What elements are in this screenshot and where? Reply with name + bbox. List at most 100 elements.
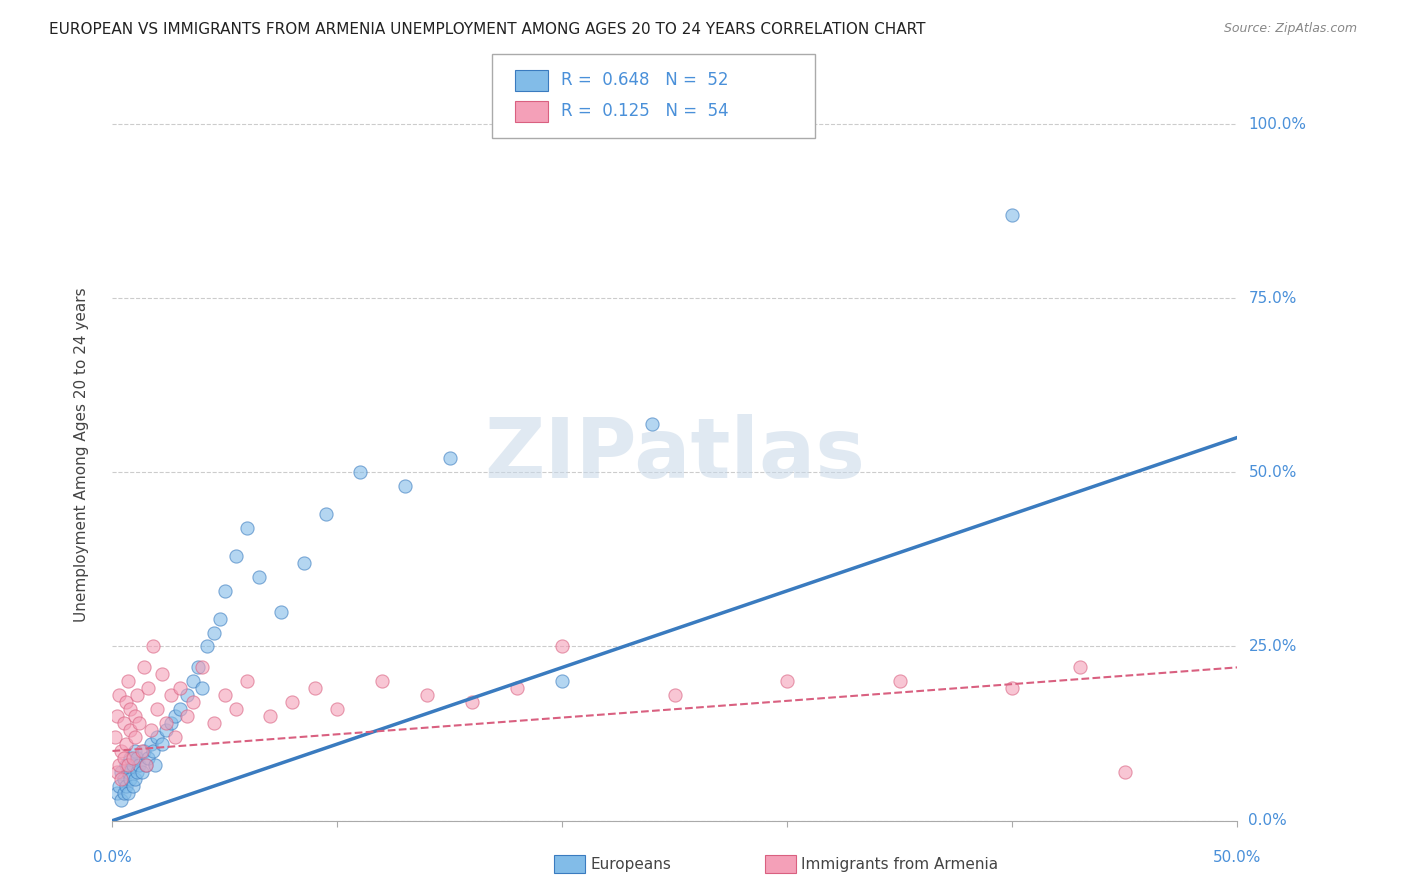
Point (304, 681, 326, 696)
Point (112, 751, 135, 765)
Text: Europeans: Europeans (591, 857, 672, 871)
Point (115, 758, 138, 772)
Y-axis label: Unemployment Among Ages 20 to 24 years: Unemployment Among Ages 20 to 24 years (75, 287, 89, 623)
Point (120, 751, 142, 765)
Point (146, 702, 169, 716)
Point (641, 417, 664, 431)
Point (169, 702, 191, 716)
Point (551, 674, 574, 689)
Text: 100.0%: 100.0% (1249, 117, 1306, 131)
Point (143, 758, 166, 772)
Point (150, 737, 173, 751)
Text: 0.0%: 0.0% (93, 850, 132, 865)
Text: Source: ZipAtlas.com: Source: ZipAtlas.com (1223, 22, 1357, 36)
Point (131, 764, 153, 779)
Point (416, 688, 439, 702)
Point (202, 716, 225, 731)
Point (551, 640, 574, 654)
Point (247, 570, 270, 584)
Point (150, 667, 173, 681)
Point (132, 660, 155, 674)
Point (1001, 208, 1024, 222)
Point (120, 723, 142, 737)
Point (135, 758, 157, 772)
Point (214, 583, 236, 598)
Point (110, 744, 132, 758)
Point (142, 744, 165, 758)
Point (664, 688, 686, 702)
Text: 50.0%: 50.0% (1249, 465, 1296, 480)
Point (128, 716, 150, 731)
Point (209, 612, 232, 626)
Text: R =  0.125   N =  54: R = 0.125 N = 54 (561, 103, 728, 120)
Point (202, 625, 225, 640)
Point (120, 702, 142, 716)
Point (127, 688, 149, 702)
Point (108, 758, 131, 772)
Point (117, 764, 139, 779)
Point (176, 709, 198, 723)
Point (165, 730, 187, 744)
Point (187, 660, 209, 674)
Text: 0.0%: 0.0% (1249, 814, 1286, 828)
Text: 25.0%: 25.0% (1249, 639, 1296, 654)
Point (127, 751, 149, 765)
Point (191, 681, 214, 696)
Point (394, 479, 416, 493)
Point (105, 786, 128, 800)
Point (112, 716, 135, 731)
Point (259, 709, 281, 723)
Point (108, 688, 131, 702)
Point (139, 723, 162, 737)
Point (142, 640, 165, 654)
Text: 75.0%: 75.0% (1249, 291, 1296, 306)
Point (124, 730, 146, 744)
Point (121, 758, 143, 772)
Point (104, 730, 127, 744)
Point (139, 737, 162, 751)
Point (1069, 660, 1091, 674)
Point (115, 695, 138, 709)
Point (115, 779, 138, 793)
Point (236, 674, 259, 689)
Point (105, 764, 128, 779)
Point (1114, 764, 1136, 779)
Point (146, 730, 169, 744)
Point (195, 640, 218, 654)
Point (117, 786, 139, 800)
Point (110, 793, 132, 807)
Point (349, 466, 371, 480)
Point (889, 674, 911, 689)
Point (183, 674, 205, 689)
Point (439, 451, 461, 466)
Point (155, 723, 177, 737)
Point (110, 764, 132, 779)
Point (176, 688, 198, 702)
Text: EUROPEAN VS IMMIGRANTS FROM ARMENIA UNEMPLOYMENT AMONG AGES 20 TO 24 YEARS CORRE: EUROPEAN VS IMMIGRANTS FROM ARMENIA UNEM… (49, 22, 925, 37)
Point (138, 751, 160, 765)
Text: Immigrants from Armenia: Immigrants from Armenia (801, 857, 998, 871)
Point (121, 779, 143, 793)
Point (214, 688, 236, 702)
Point (110, 772, 132, 786)
Point (292, 556, 315, 570)
Point (160, 688, 183, 702)
Point (124, 744, 146, 758)
Point (124, 709, 146, 723)
Point (117, 758, 139, 772)
Point (281, 695, 304, 709)
Point (128, 758, 150, 772)
Point (315, 507, 337, 521)
Point (105, 709, 128, 723)
Point (506, 681, 529, 696)
Point (117, 674, 139, 689)
Point (165, 709, 187, 723)
Point (127, 764, 149, 779)
Point (138, 681, 160, 696)
Point (112, 786, 135, 800)
Point (120, 772, 142, 786)
Point (225, 702, 247, 716)
Point (160, 716, 183, 731)
Point (155, 716, 177, 731)
Point (270, 605, 292, 619)
